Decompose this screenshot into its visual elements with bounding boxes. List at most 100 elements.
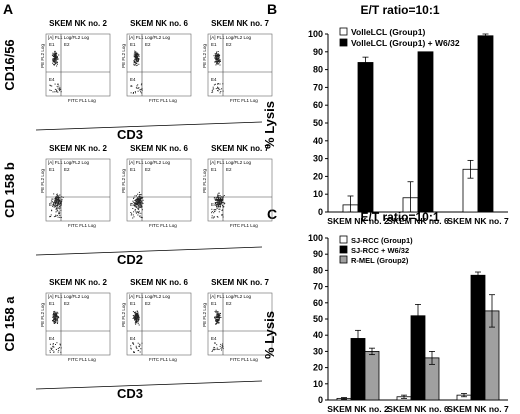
event-dot xyxy=(54,202,56,204)
event-dot xyxy=(217,90,219,92)
event-dot xyxy=(215,203,217,205)
event-dot xyxy=(57,316,59,317)
plot-yaxis-label: PE FL2 Log xyxy=(202,44,207,68)
event-dot xyxy=(52,58,54,60)
event-dot xyxy=(53,55,55,57)
event-dot xyxy=(140,91,141,93)
event-dot xyxy=(141,197,143,199)
quadrant-label: E4 xyxy=(49,336,55,341)
event-dot xyxy=(138,212,140,213)
event-dot xyxy=(57,198,59,200)
event-dot xyxy=(216,51,218,53)
event-dot xyxy=(216,206,218,208)
event-dot xyxy=(139,89,141,91)
plot-xaxis-label: FITC FL1 Log xyxy=(68,223,96,228)
plot-header: [A] FL1 Log/FL2 Log xyxy=(210,160,252,165)
event-dot xyxy=(136,318,138,320)
event-dot xyxy=(139,196,141,198)
sample-title: SKEM NK no. 2 xyxy=(49,278,107,287)
event-dot xyxy=(221,200,223,202)
quadrant-label: E4 xyxy=(211,202,217,207)
quadrant-label: E2 xyxy=(64,167,70,172)
event-dot xyxy=(56,200,58,202)
event-dot xyxy=(55,195,57,197)
event-dot xyxy=(57,83,59,85)
quadrant-label: E1 xyxy=(211,42,217,47)
event-dot xyxy=(222,198,224,200)
event-dot xyxy=(52,205,54,207)
event-dot xyxy=(130,212,132,213)
y-tick-label: 100 xyxy=(308,29,323,39)
event-dot xyxy=(134,319,136,321)
event-dot xyxy=(215,320,216,322)
event-dot xyxy=(217,86,218,88)
quadrant-label: E2 xyxy=(226,301,232,306)
event-dot xyxy=(134,322,136,324)
event-dot xyxy=(217,348,219,350)
event-dot xyxy=(137,60,139,62)
x-tick-label: SKEM NK no. 2 xyxy=(327,404,389,414)
event-dot xyxy=(50,200,52,202)
event-dot xyxy=(223,206,225,208)
event-dot xyxy=(130,92,132,94)
y-tick-label: 100 xyxy=(308,233,323,243)
event-dot xyxy=(56,312,58,314)
event-dot xyxy=(135,87,137,89)
event-dot xyxy=(222,206,224,208)
event-dot xyxy=(215,309,217,311)
event-dot xyxy=(217,200,219,201)
event-dot xyxy=(56,55,58,57)
event-dot xyxy=(223,195,225,196)
event-dot xyxy=(135,199,137,201)
event-dot xyxy=(132,311,134,313)
event-dot xyxy=(138,345,140,347)
event-dot xyxy=(60,209,62,211)
event-dot xyxy=(132,214,134,216)
event-dot xyxy=(137,214,139,216)
event-dot xyxy=(137,53,139,55)
event-dot xyxy=(140,198,141,200)
event-dot xyxy=(58,349,60,351)
event-dot xyxy=(135,65,137,67)
event-dot xyxy=(60,202,62,204)
event-dot xyxy=(53,317,55,319)
event-dot xyxy=(218,204,220,206)
row-xlabel: CD3 xyxy=(117,127,143,142)
event-dot xyxy=(222,346,224,348)
event-dot xyxy=(138,63,140,65)
event-dot xyxy=(136,57,138,59)
event-dot xyxy=(218,313,219,315)
event-dot xyxy=(218,314,220,316)
event-dot xyxy=(214,61,216,63)
event-dot xyxy=(217,201,219,203)
event-dot xyxy=(54,317,56,319)
event-dot xyxy=(55,200,57,202)
event-dot xyxy=(56,317,58,319)
event-dot xyxy=(136,206,138,208)
event-dot xyxy=(136,64,138,66)
event-dot xyxy=(219,92,221,94)
event-dot xyxy=(138,197,140,199)
event-dot xyxy=(219,200,221,201)
plot-header: [A] FL1 Log/FL2 Log xyxy=(210,35,252,40)
event-dot xyxy=(216,201,218,203)
event-dot xyxy=(56,323,58,324)
event-dot xyxy=(217,198,219,200)
y-tick-label: 80 xyxy=(313,265,323,275)
event-dot xyxy=(218,318,220,319)
event-dot xyxy=(214,342,216,344)
event-dot xyxy=(52,91,54,93)
event-dot xyxy=(134,61,136,63)
event-dot xyxy=(141,209,143,211)
event-dot xyxy=(219,316,221,318)
event-dot xyxy=(52,204,54,206)
event-dot xyxy=(218,60,220,62)
event-dot xyxy=(49,215,51,217)
event-dot xyxy=(131,203,133,204)
event-dot xyxy=(133,201,135,203)
legend-swatch xyxy=(339,255,348,264)
event-dot xyxy=(138,210,140,212)
quadrant-label: E2 xyxy=(226,42,232,47)
event-dot xyxy=(133,216,135,218)
quadrant-label: E2 xyxy=(145,301,151,306)
